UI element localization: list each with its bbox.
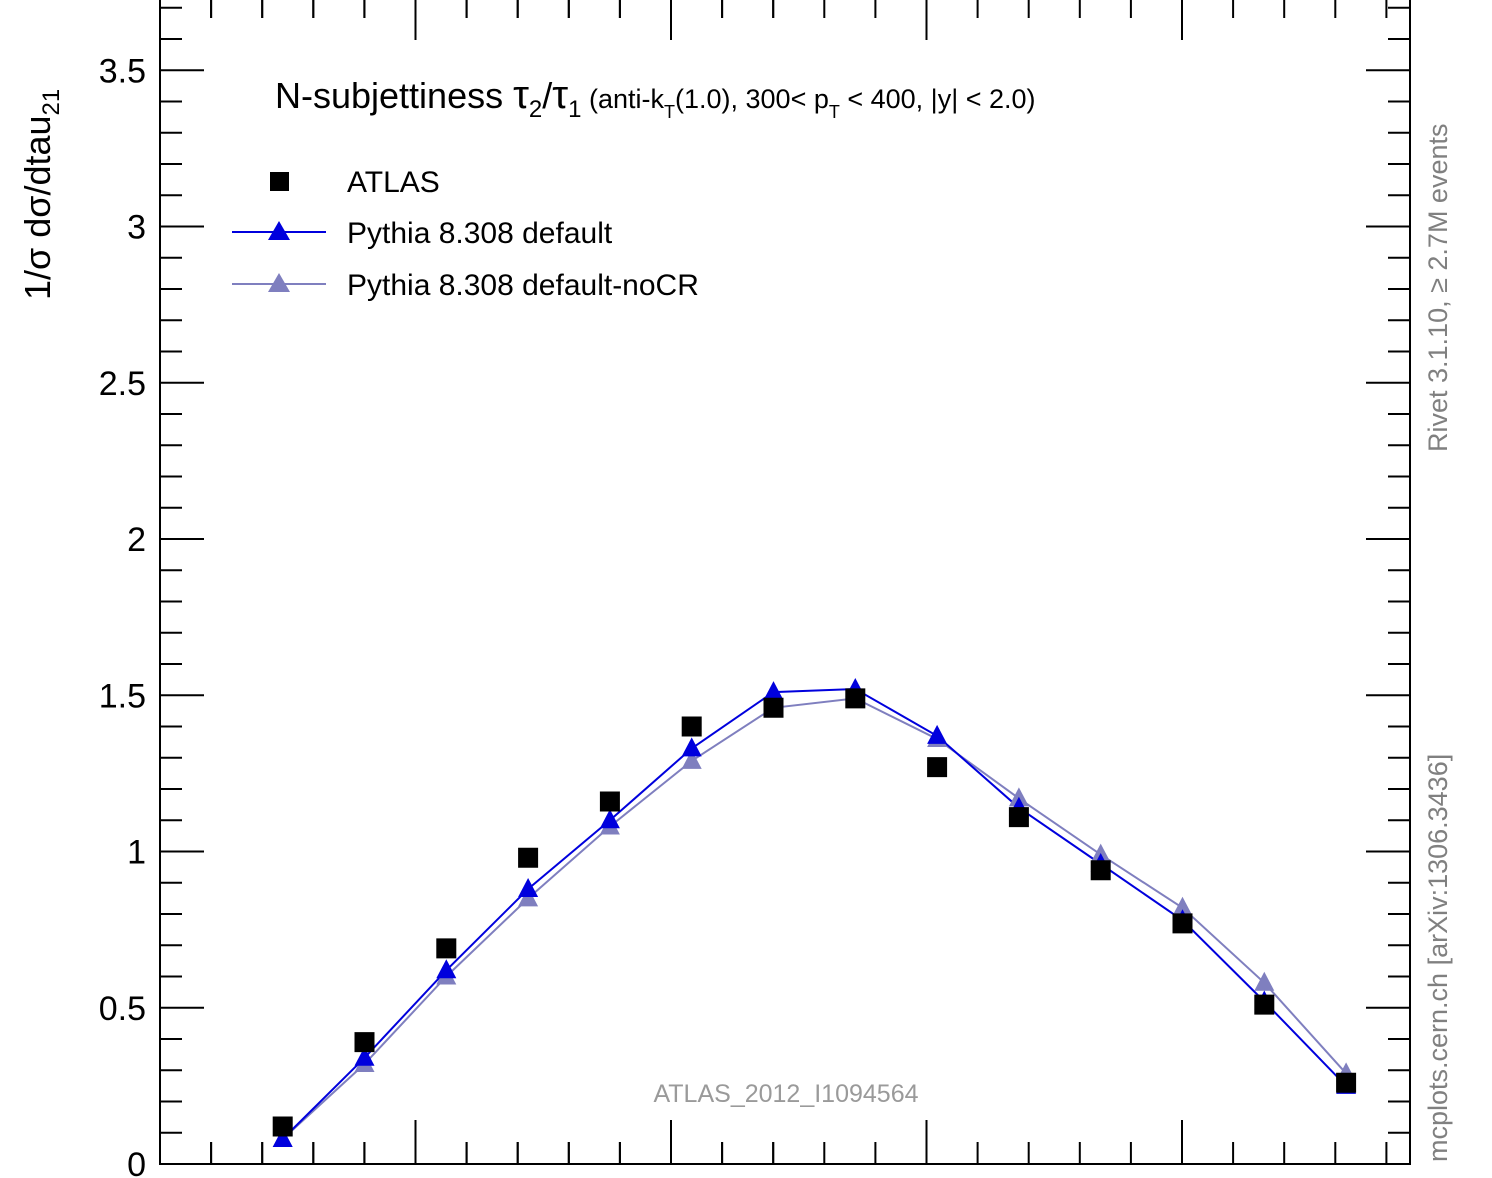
- y-tick-label: 2.5: [99, 365, 146, 403]
- analysis-label: ATLAS_2012_I1094564: [653, 1080, 918, 1108]
- y-tick-labels: 0 0.5 1 1.5 2 2.5 3 3.5: [99, 52, 146, 1178]
- y-axis-label: 1/σ dσ/dtau21: [17, 89, 65, 300]
- legend-marker-default: [268, 221, 290, 240]
- data-point-atlas: [763, 697, 784, 718]
- data-point-atlas: [1090, 860, 1111, 881]
- plot-frame: [159, 0, 1411, 1165]
- title-condT2: T: [829, 102, 840, 122]
- title-slash: /: [542, 75, 552, 116]
- chart-title: N-subjettiness τ2/τ1 (anti-kT(1.0), 300<…: [275, 73, 1036, 123]
- data-point-default: [436, 959, 457, 979]
- title-cond1: (anti-k: [581, 84, 664, 114]
- y-tick-label: 2: [127, 521, 146, 559]
- data-point-default: [272, 1128, 293, 1147]
- title-sub2: 2: [529, 96, 542, 123]
- y-tick-label: 0: [127, 1146, 146, 1178]
- legend-marker-atlas: [270, 172, 289, 191]
- title-cond3: < 400, |y| < 2.0): [840, 84, 1036, 114]
- title-sub1: 1: [568, 96, 581, 123]
- y-axis-label-main: 1/σ dσ/dtau: [17, 115, 58, 300]
- data-point-default: [927, 724, 948, 744]
- data-point-default: [763, 681, 784, 701]
- title-main: N-subjettiness: [275, 75, 513, 116]
- data-point-atlas: [1172, 913, 1193, 934]
- data-point-default: [354, 1046, 375, 1066]
- data-point-atlas: [1254, 994, 1275, 1015]
- data-point-atlas: [927, 757, 948, 778]
- legend-label-nocr: Pythia 8.308 default-noCR: [347, 269, 699, 302]
- side-label-rivet: Rivet 3.1.10, ≥ 2.7M events: [1423, 124, 1453, 452]
- data-point-default: [681, 737, 702, 757]
- data-point-atlas: [681, 716, 702, 737]
- data-point-atlas: [272, 1116, 293, 1137]
- data-point-nocr: [1254, 971, 1275, 991]
- data-point-default: [599, 809, 620, 829]
- title-cond2: (1.0), 300< p: [675, 84, 829, 114]
- legend-label-default: Pythia 8.308 default: [347, 217, 613, 250]
- y-tick-label: 3.5: [99, 52, 146, 90]
- data-point-nocr: [681, 749, 702, 769]
- series-line: [281, 687, 1347, 1140]
- data-point-atlas: [1008, 807, 1029, 828]
- legend-label-atlas: ATLAS: [347, 166, 440, 199]
- series-lines: [281, 687, 1347, 1140]
- series-line: [282, 697, 1347, 1140]
- y-tick-label: 1: [127, 834, 146, 872]
- data-point-atlas: [1336, 1072, 1357, 1093]
- data-point-nocr: [1172, 896, 1193, 916]
- data-point-atlas: [599, 791, 620, 812]
- title-condT: T: [664, 102, 675, 122]
- data-point-atlas: [354, 1032, 375, 1053]
- y-tick-label: 0.5: [99, 990, 146, 1028]
- y-tick-label: 3: [127, 209, 146, 247]
- title-tau-2: τ: [552, 73, 568, 117]
- axis-ticks: [159, 0, 1410, 1165]
- series-points: [272, 678, 1357, 1147]
- data-point-atlas: [436, 938, 457, 959]
- data-point-atlas: [518, 847, 539, 868]
- title-tau: τ: [513, 73, 529, 117]
- data-point-atlas: [845, 688, 866, 709]
- legend-marker-nocr: [268, 273, 290, 292]
- y-axis-label-sub: 21: [38, 89, 65, 116]
- data-point-default: [518, 878, 539, 897]
- legend: ATLAS Pythia 8.308 default Pythia 8.308 …: [232, 166, 699, 302]
- y-tick-label: 1.5: [99, 677, 146, 715]
- side-label-mcplots: mcplots.cern.ch [arXiv:1306.3436]: [1423, 754, 1453, 1162]
